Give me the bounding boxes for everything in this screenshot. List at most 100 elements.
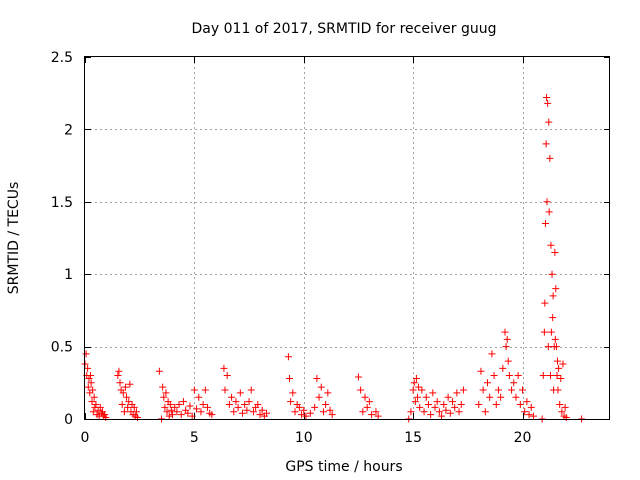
data-point: [239, 409, 246, 417]
data-point: [502, 343, 510, 351]
data-point: [547, 241, 555, 249]
data-point: [230, 408, 238, 416]
data-point: [324, 389, 332, 397]
chart-title: Day 011 of 2017, SRMTID for receiver guu…: [192, 21, 497, 37]
data-point: [365, 398, 373, 406]
data-point: [359, 408, 367, 416]
data-point: [552, 285, 560, 293]
data-point: [551, 335, 559, 343]
x-tick-label: 5: [190, 430, 199, 446]
data-point: [494, 386, 502, 394]
data-point: [306, 409, 314, 417]
data-point: [201, 386, 209, 394]
data-point: [300, 406, 308, 414]
data-point: [289, 389, 297, 397]
data-point: [440, 401, 448, 409]
data-point: [236, 389, 244, 397]
data-point: [311, 403, 319, 411]
x-tick-label: 20: [514, 430, 532, 446]
data-point: [525, 411, 533, 419]
data-point: [123, 393, 131, 401]
data-point: [427, 411, 435, 419]
data-point: [118, 401, 126, 409]
data-point: [317, 383, 325, 391]
data-point: [554, 357, 561, 365]
data-point: [193, 405, 201, 413]
data-point: [544, 343, 552, 351]
data-point: [84, 383, 92, 391]
data-point: [490, 372, 498, 380]
data-point: [86, 389, 94, 397]
data-point: [368, 411, 376, 419]
data-point: [263, 409, 271, 417]
data-point: [121, 383, 129, 391]
y-tick-label: 2.5: [51, 50, 73, 66]
data-point: [561, 403, 569, 411]
data-point: [503, 335, 511, 343]
data-point: [291, 408, 299, 416]
x-axis-label: GPS time / hours: [285, 459, 402, 475]
data-point: [184, 409, 192, 417]
data-point: [559, 360, 567, 368]
y-tick-label: 0: [64, 412, 73, 428]
data-point: [361, 393, 369, 401]
data-point: [96, 403, 104, 411]
data-point: [204, 403, 211, 411]
data-point: [486, 393, 494, 401]
y-tick-label: 1.5: [51, 195, 73, 211]
data-point: [354, 373, 362, 381]
x-tick-label: 0: [81, 430, 90, 446]
data-point: [232, 398, 240, 406]
data-point: [549, 292, 557, 300]
data-point: [86, 372, 94, 380]
data-point: [284, 353, 292, 361]
data-point: [84, 364, 92, 372]
data-point: [429, 389, 437, 397]
data-point: [374, 412, 382, 420]
data-point: [508, 386, 516, 394]
data-point: [286, 374, 294, 382]
data-point: [241, 401, 249, 409]
data-point: [484, 379, 491, 387]
y-tick-label: 0.5: [51, 340, 73, 356]
data-point: [547, 328, 555, 336]
data-point: [208, 411, 216, 419]
data-point: [505, 372, 513, 380]
data-point: [555, 364, 563, 372]
data-point: [186, 402, 194, 410]
data-point: [124, 403, 132, 411]
plot-frame: [84, 56, 610, 420]
data-point: [433, 398, 441, 406]
data-point: [82, 350, 90, 358]
data-point: [319, 408, 327, 416]
data-point: [188, 412, 196, 420]
data-point: [173, 408, 181, 416]
data-point: [459, 386, 467, 394]
data-point: [546, 154, 554, 162]
data-point: [477, 367, 485, 375]
data-point: [545, 208, 553, 216]
data-point: [407, 408, 415, 416]
data-point: [449, 398, 456, 406]
data-point: [287, 398, 295, 406]
data-point: [412, 374, 420, 382]
data-point: [363, 403, 371, 411]
data-point: [298, 411, 306, 419]
data-point: [475, 401, 483, 409]
data-point: [116, 379, 124, 387]
data-point: [88, 398, 96, 406]
data-point: [529, 412, 537, 420]
data-point: [544, 99, 552, 107]
data-point: [195, 393, 203, 401]
data-point: [179, 398, 187, 406]
data-point: [521, 408, 529, 416]
data-point: [523, 398, 531, 406]
data-point: [438, 412, 446, 420]
data-point: [177, 411, 185, 419]
data-point: [163, 408, 171, 416]
data-point: [159, 383, 167, 391]
data-point: [228, 393, 236, 401]
data-point: [516, 401, 524, 409]
data-point: [258, 406, 266, 414]
